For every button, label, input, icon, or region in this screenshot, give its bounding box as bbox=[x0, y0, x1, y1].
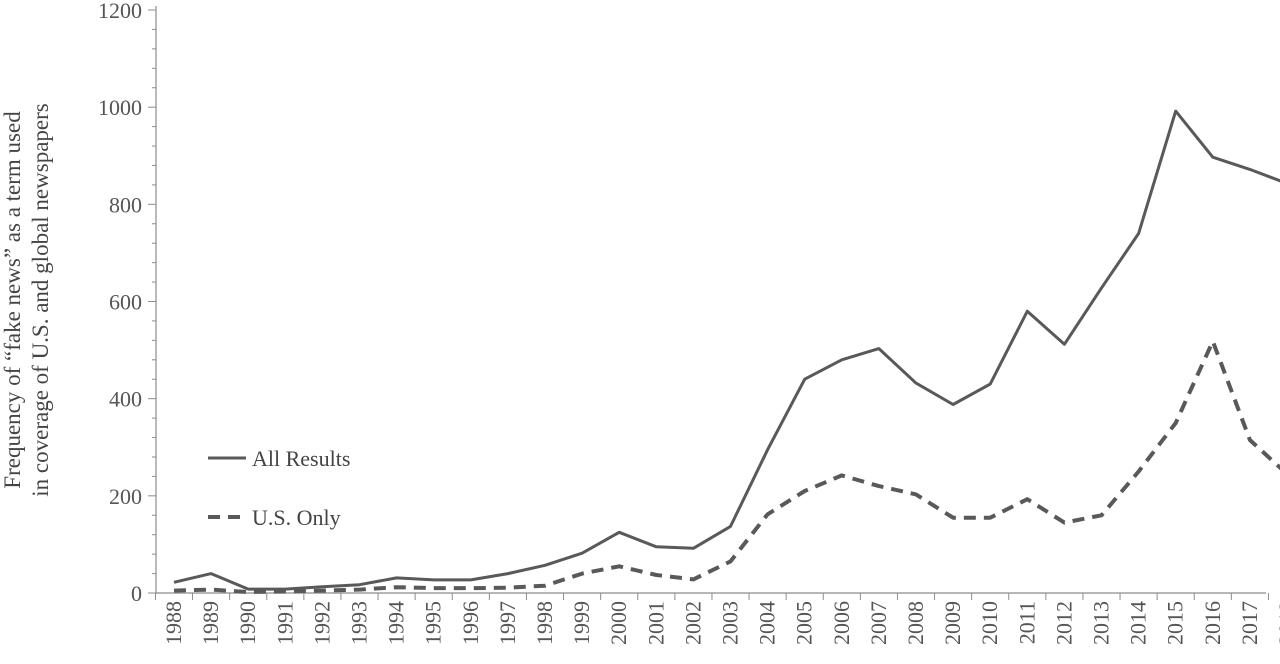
series-layer bbox=[173, 109, 1280, 594]
x-tick-label: 1996 bbox=[458, 601, 483, 645]
x-tick-label: 2000 bbox=[606, 601, 631, 645]
x-tick-label: 1995 bbox=[421, 601, 446, 645]
x-tick-label: 1993 bbox=[347, 601, 372, 645]
x-tick-label: 2006 bbox=[829, 601, 854, 645]
y-tick-label: 1200 bbox=[98, 0, 142, 23]
x-tick-label: 1988 bbox=[161, 601, 186, 645]
x-tick-label: 2003 bbox=[718, 601, 743, 645]
y-tick-label: 800 bbox=[109, 192, 142, 217]
x-tick-label: 1991 bbox=[272, 601, 297, 645]
x-tick-label: 2015 bbox=[1163, 601, 1188, 645]
x-tick-label: 2007 bbox=[866, 601, 891, 645]
x-tick-label: 2002 bbox=[680, 601, 705, 645]
legend-label: U.S. Only bbox=[252, 505, 341, 530]
series-line-us-only bbox=[173, 339, 1280, 594]
y-tick-label: 600 bbox=[109, 290, 142, 315]
x-tick-label: 1994 bbox=[384, 601, 409, 645]
x-tick-label: 2008 bbox=[903, 601, 928, 645]
x-axis-ticks: 1988 1989 1990 1991 1992 1993 1994 1995 1996 1997… bbox=[154, 593, 1280, 645]
x-tick-label: 2004 bbox=[755, 601, 780, 645]
x-tick-label: 1998 bbox=[532, 601, 557, 645]
y-axis-label-line-2: in coverage of U.S. and global newspaper… bbox=[28, 103, 53, 496]
y-tick-label: 0 bbox=[131, 581, 142, 606]
x-tick-label: 2018 bbox=[1274, 601, 1280, 645]
x-tick-label: 2005 bbox=[792, 601, 817, 645]
x-tick-label: 1990 bbox=[235, 601, 260, 645]
legend: All Results U.S. Only bbox=[208, 446, 350, 530]
x-tick-label: 2011 bbox=[1014, 601, 1039, 644]
y-tick-label: 200 bbox=[109, 484, 142, 509]
legend-label: All Results bbox=[252, 446, 350, 471]
y-tick-label: 1000 bbox=[98, 95, 142, 120]
x-tick-label: 2001 bbox=[643, 601, 668, 645]
x-tick-label: 2014 bbox=[1126, 601, 1151, 645]
y-axis-label: Frequency of “fake news” as a term used … bbox=[0, 103, 53, 496]
y-axis-label-line-1: Frequency of “fake news” as a term used bbox=[0, 111, 25, 489]
x-tick-label: 2012 bbox=[1051, 601, 1076, 645]
y-axis-ticks: 0 200 400 600 800 1000 1200 bbox=[98, 0, 156, 606]
x-tick-label: 2013 bbox=[1089, 601, 1114, 645]
x-tick-label: 1999 bbox=[569, 601, 594, 645]
x-tick-label: 2010 bbox=[977, 601, 1002, 645]
x-tick-label: 2016 bbox=[1200, 601, 1225, 645]
x-tick-label: 1992 bbox=[309, 601, 334, 645]
x-tick-label: 2017 bbox=[1237, 601, 1262, 645]
x-tick-label: 1989 bbox=[198, 601, 223, 645]
x-tick-label: 2009 bbox=[940, 601, 965, 645]
series-line-all-results bbox=[173, 109, 1280, 591]
y-tick-label: 400 bbox=[109, 387, 142, 412]
x-tick-label: 1997 bbox=[495, 601, 520, 645]
